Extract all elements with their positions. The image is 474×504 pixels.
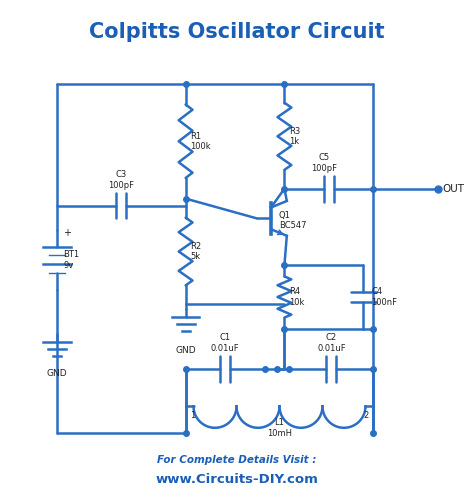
Text: R2
5k: R2 5k xyxy=(191,242,201,261)
Text: GND: GND xyxy=(175,346,196,355)
Text: BT1
9v: BT1 9v xyxy=(63,250,79,270)
Text: Colpitts Oscillator Circuit: Colpitts Oscillator Circuit xyxy=(89,23,385,42)
Text: GND: GND xyxy=(47,369,67,377)
Text: 1: 1 xyxy=(191,411,196,420)
Text: Q1
BC547: Q1 BC547 xyxy=(279,211,306,230)
Text: For Complete Details Visit :: For Complete Details Visit : xyxy=(157,455,317,465)
Text: C4
100nF: C4 100nF xyxy=(372,287,397,307)
Text: C1
0.01uF: C1 0.01uF xyxy=(211,334,239,353)
Text: C5
100pF: C5 100pF xyxy=(311,154,337,173)
Text: C2
0.01uF: C2 0.01uF xyxy=(317,334,346,353)
Text: R4
10k: R4 10k xyxy=(290,287,305,307)
Text: 2: 2 xyxy=(363,411,368,420)
Text: www.Circuits-DIY.com: www.Circuits-DIY.com xyxy=(155,473,319,486)
Text: L1
10mH: L1 10mH xyxy=(267,418,292,437)
Text: R3
1k: R3 1k xyxy=(290,127,301,146)
Text: +: + xyxy=(63,228,71,238)
Text: OUT: OUT xyxy=(443,183,465,194)
Text: C3
100pF: C3 100pF xyxy=(109,170,134,190)
Text: R1
100k: R1 100k xyxy=(191,132,211,151)
